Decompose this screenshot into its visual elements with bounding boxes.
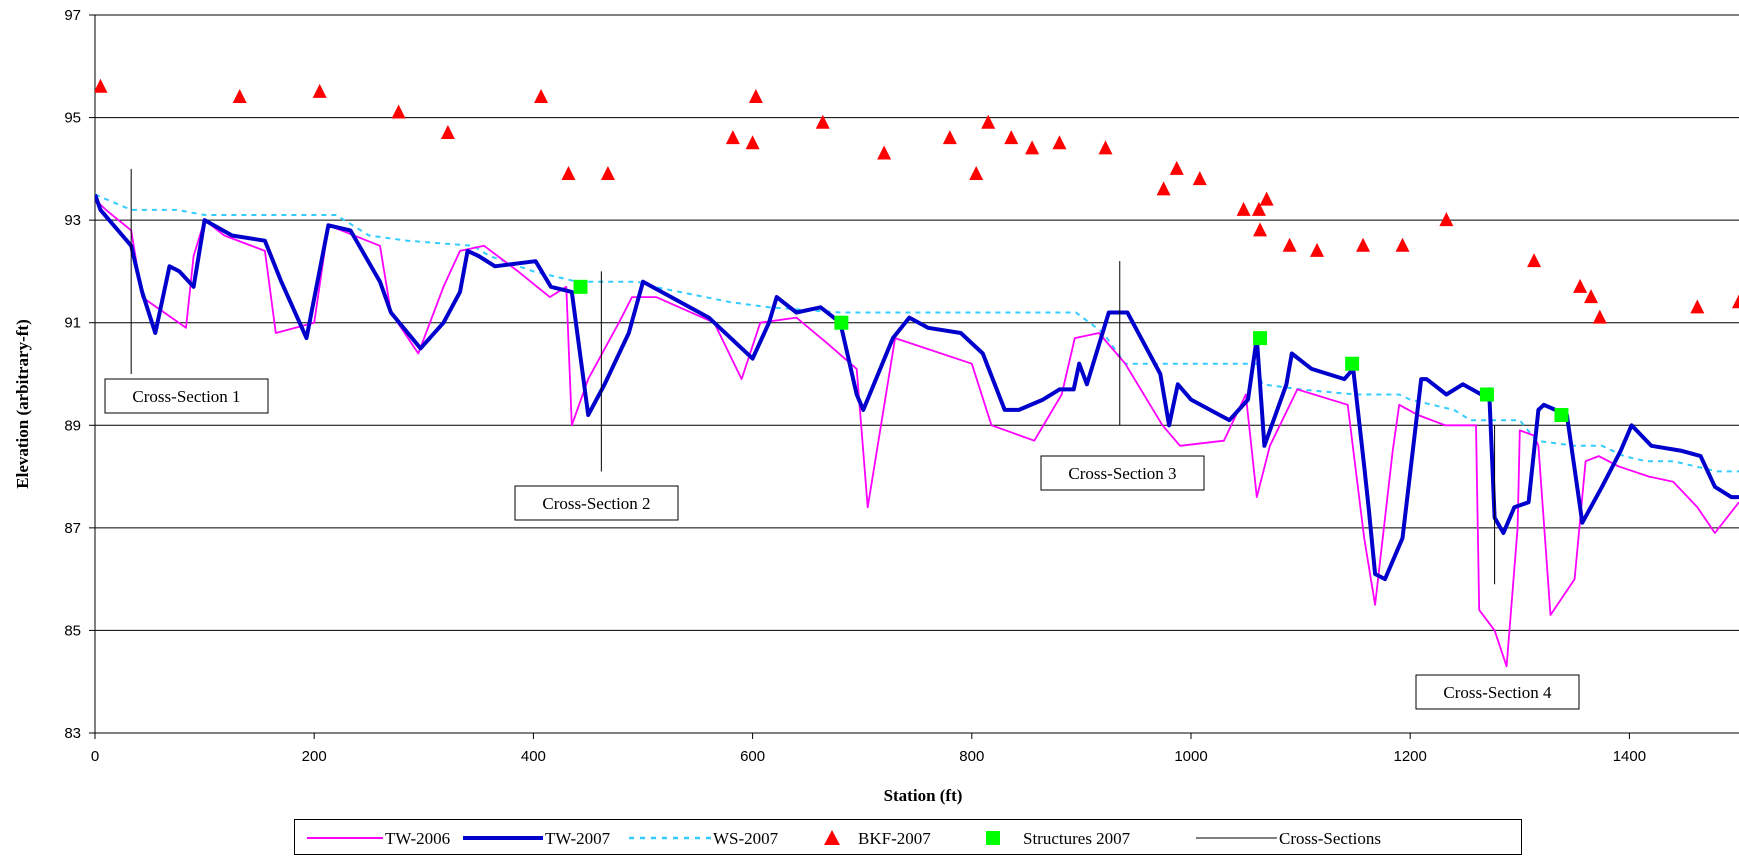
cross-section-label-box xyxy=(514,485,679,521)
x-tick-label: 400 xyxy=(521,748,546,765)
bkf-2007-point xyxy=(969,165,984,180)
bkf-2007-point xyxy=(391,104,406,119)
bkf-2007-point xyxy=(748,89,763,104)
bkf-2007-point xyxy=(1732,294,1739,309)
bkf-2007-point xyxy=(745,135,760,150)
chart-svg: 83 85 87 89 91 93 95 97 0 200 400 600 800 1000 1200 14… xyxy=(13,7,1739,805)
x-tick-label: 1000 xyxy=(1174,748,1207,765)
bkf-2007-point xyxy=(1025,140,1040,155)
cross-section-label-box xyxy=(1415,674,1580,710)
cross-section-label: Cross-Section 4 xyxy=(1443,683,1552,702)
legend-label-cross-sections: Cross-Sections xyxy=(1279,829,1381,848)
cross-section-label: Cross-Section 2 xyxy=(542,494,650,513)
legend: TW-2006 TW-2007 WS-2007 BKF-2007 Structu… xyxy=(294,819,1522,855)
structure-2007-point xyxy=(1345,356,1360,371)
y-axis-ticks: 83 85 87 89 91 93 95 97 xyxy=(64,7,95,742)
grid-lines xyxy=(95,14,1739,631)
bkf-2007-point xyxy=(1236,201,1251,216)
legend-swatch-bkf2007 xyxy=(824,830,840,845)
bkf-2007-point xyxy=(1395,237,1410,252)
structure-2007-point xyxy=(573,279,588,294)
legend-label-tw2007: TW-2007 xyxy=(545,829,611,848)
bkf-2007-point xyxy=(534,89,549,104)
bkf-2007-point xyxy=(1310,242,1325,257)
bkf-2007-point xyxy=(1251,201,1266,216)
bkf-2007-point xyxy=(312,83,327,98)
bkf-2007-point xyxy=(1356,237,1371,252)
cross-section-label: Cross-Section 3 xyxy=(1068,464,1176,483)
x-tick-label: 800 xyxy=(959,748,984,765)
bkf-2007-point xyxy=(1439,212,1454,227)
bkf-2007-point xyxy=(1169,160,1184,175)
legend-svg: TW-2006 TW-2007 WS-2007 BKF-2007 Structu… xyxy=(307,829,1381,848)
y-tick-label: 93 xyxy=(64,212,81,229)
bkf-2007-point xyxy=(1592,309,1607,324)
y-tick-label: 97 xyxy=(64,7,81,24)
x-tick-label: 600 xyxy=(740,748,765,765)
bkf-2007-point xyxy=(942,130,957,145)
bkf-2007-point xyxy=(95,78,108,93)
bkf-2007-point xyxy=(1192,171,1207,186)
y-tick-label: 87 xyxy=(64,520,81,537)
cross-section-label-box xyxy=(104,378,269,414)
legend-label-bkf2007: BKF-2007 xyxy=(858,829,931,848)
x-axis-title: Station (ft) xyxy=(884,786,963,805)
bkf-2007-point xyxy=(981,114,996,129)
bkf-2007-point xyxy=(1584,289,1599,304)
bkf-2007-point xyxy=(1573,278,1588,293)
structure-2007-point xyxy=(1253,331,1268,346)
series-line-ws-2007 xyxy=(95,193,1739,473)
bkf-2007-point xyxy=(1253,222,1268,237)
x-tick-label: 0 xyxy=(91,748,99,765)
structure-2007-point xyxy=(834,315,849,330)
series-line-tw-2006 xyxy=(95,198,1739,668)
structure-2007-point xyxy=(1479,387,1494,402)
y-axis-title: Elevation (arbitrary-ft) xyxy=(13,319,32,488)
x-tick-label: 1400 xyxy=(1613,748,1646,765)
bkf-2007-point xyxy=(1259,191,1274,206)
legend-swatch-structures2007 xyxy=(986,831,1000,845)
series-line-tw-2007 xyxy=(95,193,1739,582)
bkf-2007-point xyxy=(877,145,892,160)
bkf-2007-point xyxy=(232,89,247,104)
y-tick-label: 91 xyxy=(64,315,81,332)
bkf-2007-point xyxy=(440,124,455,139)
structure-2007-point xyxy=(1554,408,1569,423)
legend-label-tw2006: TW-2006 xyxy=(385,829,450,848)
x-tick-label: 1200 xyxy=(1394,748,1427,765)
bkf-2007-point xyxy=(1690,299,1705,314)
y-tick-label: 85 xyxy=(64,622,81,639)
bkf-2007-point xyxy=(1098,140,1113,155)
legend-label-structures2007: Structures 2007 xyxy=(1023,829,1131,848)
bkf-2007-point xyxy=(815,114,830,129)
y-tick-label: 95 xyxy=(64,110,81,127)
x-tick-label: 200 xyxy=(302,748,327,765)
x-axis-ticks: 0 200 400 600 800 1000 1200 1400 xyxy=(91,733,1646,765)
legend-label-ws2007: WS-2007 xyxy=(713,829,779,848)
bkf-2007-point xyxy=(1282,237,1297,252)
cross-section-label-box xyxy=(1040,455,1205,491)
cross-section-layer: Cross-Section 1 Cross-Section 2 Cross-Sect… xyxy=(104,168,1580,710)
bkf-2007-point xyxy=(1052,135,1067,150)
bkf-2007-point xyxy=(600,165,615,180)
bkf-2007-point xyxy=(1527,253,1542,268)
bkf-2007-point xyxy=(1156,181,1171,196)
cross-section-label: Cross-Section 1 xyxy=(132,387,240,406)
bkf-2007-point xyxy=(725,130,740,145)
bkf-2007-point xyxy=(561,165,576,180)
bkf-2007-point xyxy=(1004,130,1019,145)
y-tick-label: 83 xyxy=(64,725,81,742)
y-tick-label: 89 xyxy=(64,417,81,434)
series-layer xyxy=(95,78,1739,668)
